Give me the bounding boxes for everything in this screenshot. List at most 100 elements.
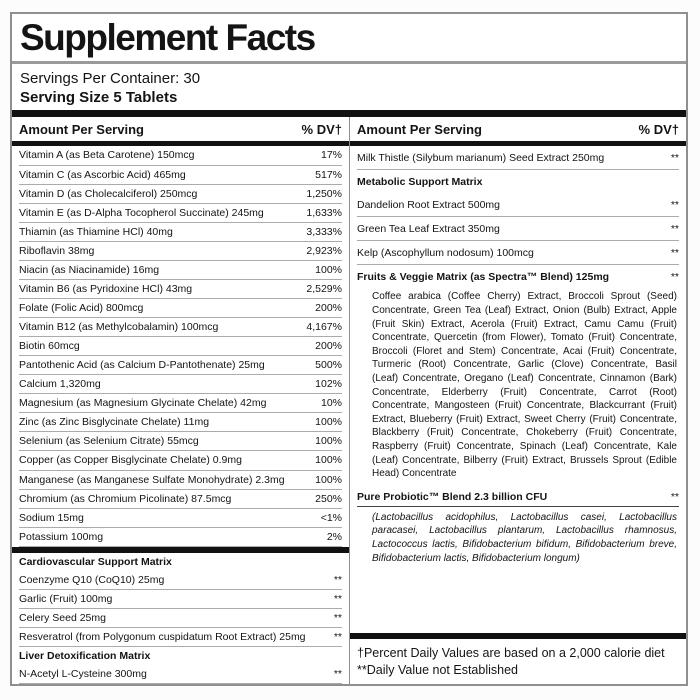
ingredient-name: Pantothenic Acid (as Calcium D-Pantothen… [19, 359, 265, 372]
amount-per-serving-header: Amount Per Serving [357, 122, 482, 138]
ingredient-dv-value: 100% [315, 416, 342, 429]
table-row: Resveratrol (from Polygonum cuspidatum R… [19, 628, 342, 648]
blend-block: Fruits & Veggie Matrix (as Spectra™ Blen… [357, 265, 679, 484]
servings-per-container: Servings Per Container: 30 [20, 70, 201, 88]
ingredient-name: Vitamin C (as Ascorbic Acid) 465mg [19, 168, 186, 181]
table-row: Chromium (as Chromium Picolinate) 87.5mc… [19, 490, 342, 509]
table-row: Vitamin C (as Ascorbic Acid) 465mg 517% [19, 166, 342, 185]
ingredient-name: Vitamin E (as D-Alpha Tocopherol Succina… [19, 206, 264, 219]
serving-size: Serving Size 5 Tablets [20, 89, 178, 107]
table-row: Celery Seed 25mg ** [19, 609, 342, 628]
table-row: Sodium 15mg <1% [19, 509, 342, 528]
table-row: Riboflavin 38mg 2,923% [19, 242, 342, 261]
table-row: Green Tea Leaf Extract 350mg ** [357, 217, 679, 242]
table-row: Vitamin B12 (as Methylcobalamin) 100mcg 4… [19, 318, 342, 338]
blend-dv-value: ** [670, 271, 679, 284]
ingredient-dv-value: 2,923% [306, 244, 342, 257]
column-header-bar [350, 141, 686, 147]
percent-dv-header: % DV† [638, 122, 679, 138]
ingredient-dv-value: 1,633% [306, 206, 342, 219]
percent-dv-header: % DV† [301, 122, 342, 138]
header-divider [12, 61, 686, 65]
ingredient-name: Sodium 15mg [19, 511, 84, 524]
ingredient-dv-value: 100% [315, 473, 342, 486]
table-row: Niacin (as Niacinamide) 16mg 100% [19, 261, 342, 280]
ingredient-name: Potassium 100mg [19, 530, 104, 543]
blend-ingredients-list: Coffee arabica (Coffee Cherry) Extract, … [372, 291, 677, 480]
ingredient-dv-value: 517% [315, 168, 342, 181]
ingredient-dv-value: 100% [315, 454, 342, 467]
ingredient-name: N-Acetyl L-Cysteine 300mg [19, 668, 147, 681]
table-row: Folate (Folic Acid) 800mcg 200% [19, 299, 342, 318]
table-row: Milk Thistle (Silybum marianum) Seed Ext… [357, 146, 679, 171]
blend-title-row: Fruits & Veggie Matrix (as Spectra™ Blen… [357, 265, 679, 286]
ingredient-name: Selenium (as Selenium Citrate) 55mcg [19, 435, 199, 448]
ingredient-name: Coenzyme Q10 (CoQ10) 25mg [19, 573, 165, 586]
table-row: Potassium 100mg 2% [19, 528, 342, 547]
table-row: Manganese (as Manganese Sulfate Monohydr… [19, 471, 342, 490]
section-title: Liver Detoxification Matrix [19, 650, 151, 663]
blend-title: Fruits & Veggie Matrix (as Spectra™ Blen… [357, 271, 610, 284]
label-header: Supplement Facts [12, 14, 686, 58]
ingredient-name: Vitamin A (as Beta Carotene) 150mcg [19, 149, 195, 162]
table-row: Calcium 1,320mg 102% [19, 375, 342, 395]
ingredient-name: Vitamin B6 (as Pyridoxine HCl) 43mg [19, 282, 193, 295]
section-header-row: Cardiovascular Support Matrix [19, 553, 342, 571]
ingredient-dv-value: ** [670, 199, 679, 212]
ingredient-dv-value: 4,167% [306, 321, 342, 334]
dv-not-established-footnote: **Daily Value not Established [357, 662, 518, 677]
table-row: Biotin 60mcg 200% [19, 337, 342, 357]
left-column-rows: Vitamin A (as Beta Carotene) 150mcg 17% Vi… [12, 146, 349, 685]
table-row: Coenzyme Q10 (CoQ10) 25mg ** [19, 571, 342, 590]
section-header-row: Liver Detoxification Matrix [19, 647, 342, 665]
ingredient-name: Magnesium (as Magnesium Glycinate Chelat… [19, 397, 267, 410]
ingredient-name: Garlic (Fruit) 100mg [19, 592, 113, 605]
ingredient-name: Manganese (as Manganese Sulfate Monohydr… [19, 473, 285, 486]
ingredient-dv-value: 10% [320, 397, 342, 410]
section-divider-bar [12, 546, 349, 553]
ingredient-dv-value: 2,529% [306, 282, 342, 295]
left-column: Amount Per Serving % DV† Vitamin A (as B… [12, 117, 349, 685]
ingredient-name: Zinc (as Zinc Bisglycinate Chelate) 11mg [19, 416, 210, 429]
ingredient-name: Celery Seed 25mg [19, 611, 106, 624]
ingredient-dv-value: ** [333, 631, 342, 644]
thick-divider-bar-top [12, 110, 686, 118]
ingredient-name: Copper (as Copper Bisglycinate Chelate) … [19, 454, 242, 467]
table-row: Magnesium (as Magnesium Glycinate Chelat… [19, 394, 342, 414]
ingredient-dv-value: 250% [315, 492, 342, 505]
table-row: Vitamin D (as Cholecalciferol) 250mcg 1,2… [19, 185, 342, 204]
table-row: Pantothenic Acid (as Calcium D-Pantothen… [19, 356, 342, 376]
table-row: Copper (as Copper Bisglycinate Chelate) … [19, 451, 342, 471]
section-title: Metabolic Support Matrix [357, 176, 483, 189]
column-header-bar [12, 141, 349, 147]
ingredient-dv-value: 500% [315, 359, 342, 372]
table-row: Selenium (as Selenium Citrate) 55mcg 100% [19, 432, 342, 452]
ingredient-dv-value: ** [670, 223, 679, 236]
blend-ingredients-list: (Lactobacillus acidophilus, Lactobacillu… [372, 511, 677, 564]
columns-container: Amount Per Serving % DV† Vitamin A (as B… [12, 117, 686, 685]
table-row: Garlic (Fruit) 100mg ** [19, 590, 342, 609]
ingredient-name: Folate (Folic Acid) 800mcg [19, 301, 144, 314]
thick-divider-bar-bottom [350, 633, 686, 639]
blend-dv-value: ** [670, 490, 679, 503]
ingredient-dv-value: ** [333, 592, 342, 605]
ingredient-name: Dandelion Root Extract 500mg [357, 199, 500, 212]
ingredient-dv-value: 1,250% [306, 187, 342, 200]
ingredient-name: Vitamin D (as Cholecalciferol) 250mcg [19, 187, 198, 200]
table-row: Kelp (Ascophyllum nodosum) 100mcg ** [357, 241, 679, 266]
ingredient-dv-value: ** [670, 152, 679, 165]
ingredient-dv-value: 100% [315, 435, 342, 448]
amount-per-serving-header: Amount Per Serving [19, 122, 144, 138]
ingredient-dv-value: ** [670, 247, 679, 260]
footnotes: †Percent Daily Values are based on a 2,0… [350, 633, 686, 684]
blend-title: Pure Probiotic™ Blend 2.3 billion CFU [357, 490, 548, 503]
table-row: Thiamin (as Thiamine HCl) 40mg 3,333% [19, 223, 342, 242]
right-column-header: Amount Per Serving % DV† [357, 117, 679, 141]
ingredient-name: Calcium 1,320mg [19, 378, 101, 391]
daily-value-footnote: †Percent Daily Values are based on a 2,0… [357, 646, 665, 660]
ingredient-name: Thiamin (as Thiamine HCl) 40mg [19, 225, 173, 238]
ingredient-name: Niacin (as Niacinamide) 16mg [19, 263, 160, 276]
ingredient-name: Biotin 60mcg [19, 340, 80, 353]
ingredient-dv-value: 200% [315, 301, 342, 314]
ingredient-dv-value: <1% [320, 511, 342, 524]
